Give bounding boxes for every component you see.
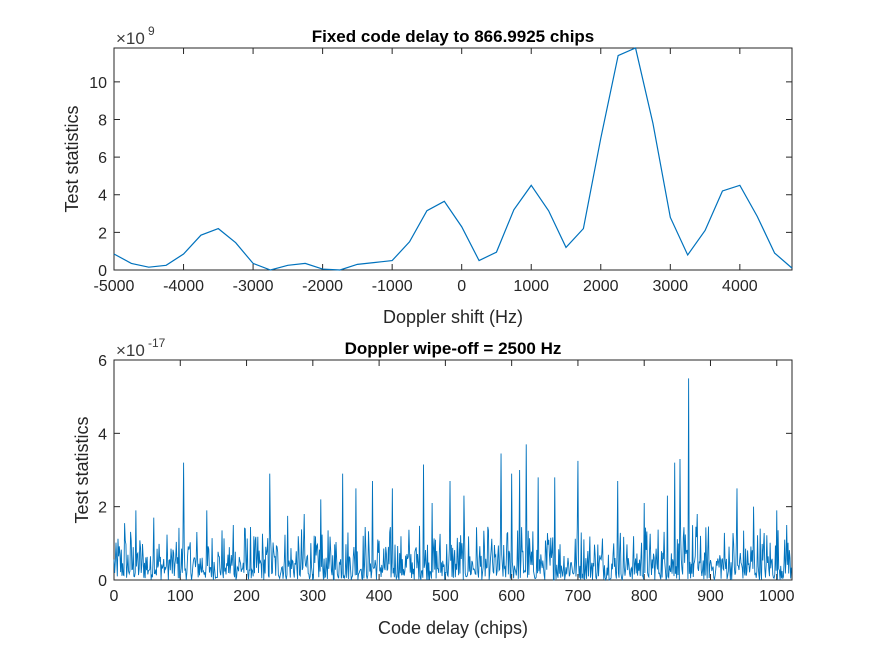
bottom-x-tick-label: 300 [299, 588, 326, 605]
bottom-y-multiplier-base: ×10 [116, 341, 145, 360]
top-y-tick-label: 8 [98, 112, 107, 129]
top-series-line [113, 47, 793, 271]
top-x-tick-label: 2000 [583, 278, 619, 295]
bottom-x-tick-label: 200 [233, 588, 260, 605]
top-y-tick-label: 10 [89, 75, 107, 92]
bottom-y-tick-label: 2 [98, 500, 107, 517]
bottom-ticks: 0 100 200 300 400 500 600 700 800 900 1000 0 2 4 6 [98, 353, 795, 605]
bottom-y-tick-label: 0 [98, 573, 107, 590]
top-plot-area [113, 47, 793, 271]
bottom-x-tick-label: 100 [167, 588, 194, 605]
bottom-plot-area [113, 359, 793, 581]
top-x-tick-label: -5000 [94, 278, 135, 295]
bottom-x-tick-label: 0 [110, 588, 119, 605]
bottom-x-tick-label: 700 [565, 588, 592, 605]
top-x-tick-label: -4000 [163, 278, 204, 295]
top-x-tick-label: 3000 [653, 278, 689, 295]
bottom-y-tick-label: 4 [98, 426, 107, 443]
bottom-x-tick-label: 900 [697, 588, 724, 605]
bottom-x-tick-label: 600 [498, 588, 525, 605]
bottom-y-tick-label: 6 [98, 353, 107, 370]
bottom-x-tick-label: 500 [432, 588, 459, 605]
bottom-x-tick-label: 1000 [759, 588, 795, 605]
bottom-chart-title: Doppler wipe-off = 2500 Hz [345, 339, 562, 358]
bottom-x-tick-label: 800 [631, 588, 658, 605]
bottom-y-multiplier-exponent: -17 [148, 336, 166, 350]
top-chart-title: Fixed code delay to 866.9925 chips [312, 27, 595, 46]
top-y-tick-label: 2 [98, 225, 107, 242]
top-y-axis-label: Test statistics [62, 105, 82, 212]
bottom-series-line [113, 378, 792, 582]
top-x-tick-label: -3000 [233, 278, 274, 295]
top-y-multiplier-base: ×10 [116, 29, 145, 48]
top-x-tick-label: 4000 [722, 278, 758, 295]
top-y-tick-label: 6 [98, 150, 107, 167]
top-y-tick-label: 4 [98, 188, 107, 205]
top-x-tick-label: 1000 [513, 278, 549, 295]
bottom-x-tick-label: 400 [366, 588, 393, 605]
top-y-multiplier-exponent: 9 [148, 24, 155, 38]
top-ticks: -5000 -4000 -3000 -2000 -1000 0 1000 2000 3000 40… [89, 48, 792, 295]
top-x-tick-label: -2000 [302, 278, 343, 295]
bottom-x-axis-label: Code delay (chips) [378, 618, 528, 638]
top-x-tick-label: -1000 [372, 278, 413, 295]
bottom-axes: 0 100 200 300 400 500 600 700 800 900 1000 0 2 4 6 Dop… [72, 336, 795, 638]
top-x-tick-label: 0 [457, 278, 466, 295]
top-axes: -5000 -4000 -3000 -2000 -1000 0 1000 2000 3000 40… [62, 24, 793, 327]
top-y-tick-label: 0 [98, 263, 107, 280]
bottom-y-axis-label: Test statistics [72, 416, 92, 523]
top-x-axis-label: Doppler shift (Hz) [383, 307, 523, 327]
